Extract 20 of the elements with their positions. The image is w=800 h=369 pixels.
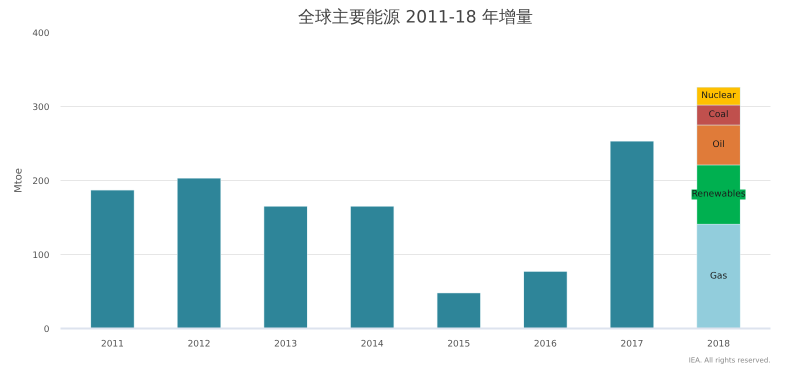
x-tick-label: 2013	[274, 340, 298, 350]
x-tick-label: 2015	[447, 340, 470, 350]
y-tick-label: 200	[32, 177, 50, 187]
x-tick-label: 2011	[101, 340, 124, 350]
y-tick-label: 300	[32, 103, 50, 113]
x-tick-label: 2014	[360, 340, 384, 350]
series-label: Coal	[708, 110, 728, 120]
y-tick-label: 100	[32, 251, 50, 261]
series-label: Oil	[712, 140, 725, 150]
x-tick-label: 2017	[620, 340, 644, 350]
x-tick-label: 2018	[707, 340, 730, 350]
x-tick-label: 2012	[188, 340, 210, 350]
series-label: Gas	[710, 271, 728, 282]
series-label: Nuclear	[701, 91, 736, 102]
chart-title: 全球主要能源 2011-18 年增量	[298, 8, 533, 28]
y-tick-label: 400	[32, 29, 50, 39]
series-label: Renewables	[692, 190, 746, 200]
y-tick-label: 0	[44, 325, 50, 335]
y-axis-title: Mtoe	[13, 168, 24, 193]
x-tick-label: 2016	[534, 340, 558, 350]
